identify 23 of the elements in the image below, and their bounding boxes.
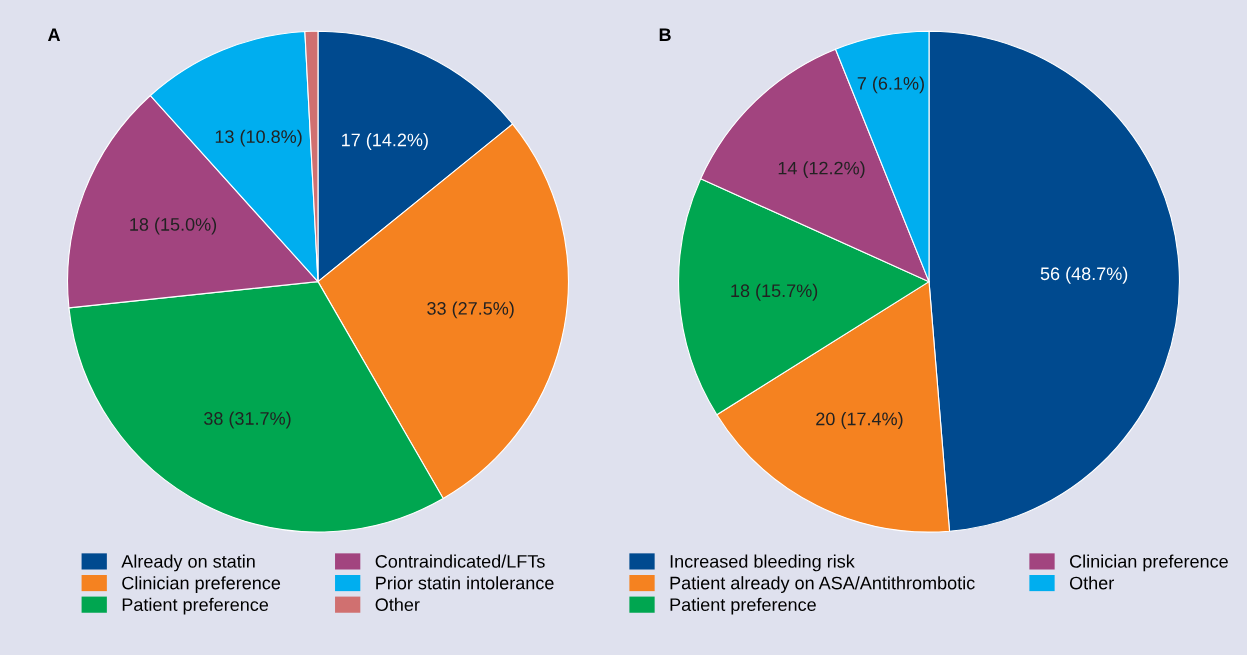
data-label: 38 (31.7%) [204, 411, 291, 429]
data-label: 13 (10.8%) [215, 129, 302, 147]
data-label: 20 (17.4%) [816, 412, 903, 429]
data-label: 33 (27.5%) [427, 301, 514, 319]
data-label: 17 (14.2%) [342, 133, 428, 150]
legend-label: Clinician preference [122, 576, 281, 593]
legend-label: Prior statin intolerance [376, 576, 554, 590]
data-label: 56 (48.7%) [1040, 266, 1128, 284]
legend-label: Patient preference [122, 597, 269, 615]
legend-label: Increased bleeding risk [670, 554, 855, 572]
data-label: 14 (12.2%) [778, 161, 865, 179]
legend-label: Already on statin [121, 554, 255, 572]
legend-label: Other [1069, 576, 1114, 590]
chart-title: A [47, 28, 61, 41]
legend-label: Clinician preference [1070, 554, 1228, 572]
data-label: 18 (15.7%) [731, 283, 818, 301]
chart-title: B [659, 28, 671, 41]
legend-label: Contraindicated/LFTs [375, 554, 545, 568]
data-label: 18 (15.0%) [130, 217, 217, 235]
legend-label: Patient preference [670, 597, 816, 615]
data-label: 7 (6.1%) [857, 76, 924, 94]
legend-label: Patient already on ASA/Antithrombotic [670, 576, 975, 593]
legend-label: Other [375, 597, 420, 612]
